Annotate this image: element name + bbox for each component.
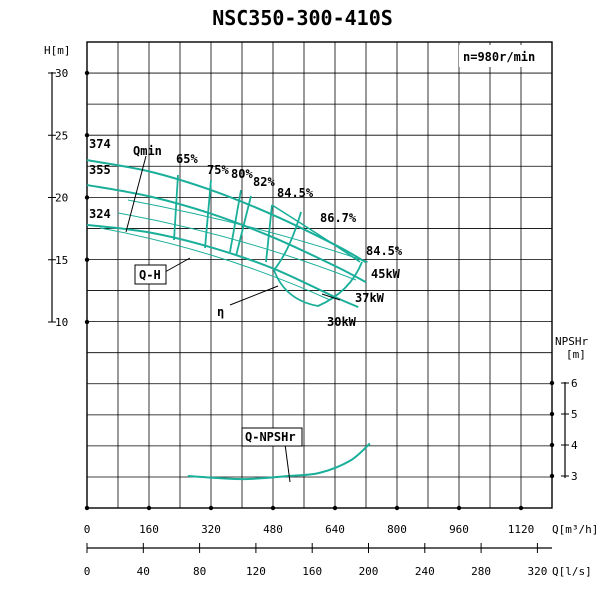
npshr-axis-dot xyxy=(549,442,555,448)
h-axis-dot xyxy=(84,257,90,262)
curves xyxy=(86,155,371,483)
efficiency-label: 80% xyxy=(231,167,253,181)
speed-label: n=980r/min xyxy=(463,50,535,64)
h-axis-dot xyxy=(84,195,90,200)
q-axis-tick-label: 1120 xyxy=(508,523,535,536)
h-axis-tick-label: 15 xyxy=(55,254,68,267)
h-axis-dot xyxy=(84,70,90,76)
npshr-curve xyxy=(187,442,371,481)
npshr-axis-tick-label: 4 xyxy=(571,439,578,452)
efficiency-isoline xyxy=(229,189,242,253)
qh-label: Q-H xyxy=(139,268,161,282)
npshr-axis-dot xyxy=(549,473,555,479)
qh-label-box xyxy=(134,264,167,285)
q-axis-tick-label: 960 xyxy=(449,523,469,536)
q-axis-dot xyxy=(394,505,400,511)
q2-axis-tick-label: 240 xyxy=(415,565,435,578)
qh-leader xyxy=(164,257,191,273)
q2-axis-tick-label: 280 xyxy=(471,565,491,578)
q-axis-tick-label: 640 xyxy=(325,523,345,536)
q-axis-tick-label: 0 xyxy=(84,523,91,536)
q-axis-tick-label: 480 xyxy=(263,523,283,536)
chart-title: NSC350-300-410S xyxy=(212,6,393,30)
efficiency-label: 84.5% xyxy=(366,244,403,258)
plot-frame xyxy=(86,41,553,509)
npshr-label-box xyxy=(241,427,303,447)
labels: n=980r/min 374 355 324 Qmin Q-H η Q-NPSHr 65% 75%… xyxy=(89,45,551,447)
efficiency-band xyxy=(271,204,361,263)
h-axis-tick-label: 20 xyxy=(55,192,68,205)
npshr-axis-unit: [m] xyxy=(566,348,586,361)
efficiency-label: 75% xyxy=(207,163,229,177)
q-axis-dot xyxy=(84,505,90,511)
q2-axis-tick-label: 0 xyxy=(84,565,91,578)
npshr-axis-label: NPSHr xyxy=(555,335,588,348)
efficiency-isoline xyxy=(272,211,363,307)
q-axis-tick-label: 160 xyxy=(139,523,159,536)
efficiency-isoline xyxy=(235,195,252,257)
impeller-diameter-label: 324 xyxy=(89,207,111,221)
power-label: 30kW xyxy=(327,315,357,329)
q2-axis-tick-label: 40 xyxy=(137,565,150,578)
power-guide-line xyxy=(127,199,369,263)
power-guide-line xyxy=(117,212,357,281)
npshr-axis-tick-label: 3 xyxy=(571,470,578,483)
efficiency-label: 86.7% xyxy=(320,211,357,225)
h-axis-tick-label: 30 xyxy=(55,67,68,80)
impeller-diameter-label: 355 xyxy=(89,163,111,177)
q-axis-tick-label: 800 xyxy=(387,523,407,536)
power-leader xyxy=(321,293,341,301)
npshr-axis-dot xyxy=(549,380,555,386)
q2-axis-tick-label: 200 xyxy=(359,565,379,578)
h-axis-tick-label: 10 xyxy=(55,316,68,329)
q2-axis-tick-label: 80 xyxy=(193,565,206,578)
q2-axis-label: Q[l/s] xyxy=(552,565,592,578)
efficiency-label: 84.5% xyxy=(277,186,314,200)
eta-label: η xyxy=(217,305,224,319)
qh-curve-324 xyxy=(86,223,359,308)
q-axis-dot xyxy=(146,505,152,511)
q-axis-tick-label: 320 xyxy=(201,523,221,536)
npshr-axis-dot xyxy=(549,411,555,417)
q-axis-dot xyxy=(332,505,338,511)
q-axis-dot xyxy=(270,505,276,511)
q-axis-dot xyxy=(208,505,214,511)
eta-leader xyxy=(229,285,279,306)
impeller-diameter-label: 374 xyxy=(89,137,111,151)
efficiency-isoline xyxy=(173,174,179,241)
speed-label-bg xyxy=(459,45,551,67)
qmin-label: Qmin xyxy=(133,144,162,158)
h-axis-dot xyxy=(84,133,90,138)
npshr-label: Q-NPSHr xyxy=(245,430,296,444)
q-axis-dot xyxy=(456,505,462,511)
q2-axis-tick-label: 320 xyxy=(527,565,547,578)
efficiency-label: 82% xyxy=(253,175,275,189)
npshr-axis-tick-label: 5 xyxy=(571,408,578,421)
q2-axis-tick-label: 120 xyxy=(246,565,266,578)
grid xyxy=(86,41,553,509)
q2-axis-tick-label: 160 xyxy=(302,565,322,578)
efficiency-isoline xyxy=(204,179,212,249)
efficiency-isoline xyxy=(265,204,273,263)
power-label: 45kW xyxy=(371,267,401,281)
h-axis-dot xyxy=(84,319,90,325)
npshr-leader xyxy=(284,443,291,483)
power-label: 37kW xyxy=(355,291,385,305)
q-axis-dot xyxy=(518,505,524,511)
npshr-axis-tick-label: 6 xyxy=(571,377,578,390)
power-guide-line xyxy=(99,227,331,301)
efficiency-label: 65% xyxy=(176,152,198,166)
h-axis-tick-label: 25 xyxy=(55,129,68,142)
qmin-leader xyxy=(125,155,147,233)
h-axis-label: H[m] xyxy=(44,44,71,57)
q-axis-label: Q[m³/h] xyxy=(552,523,598,536)
